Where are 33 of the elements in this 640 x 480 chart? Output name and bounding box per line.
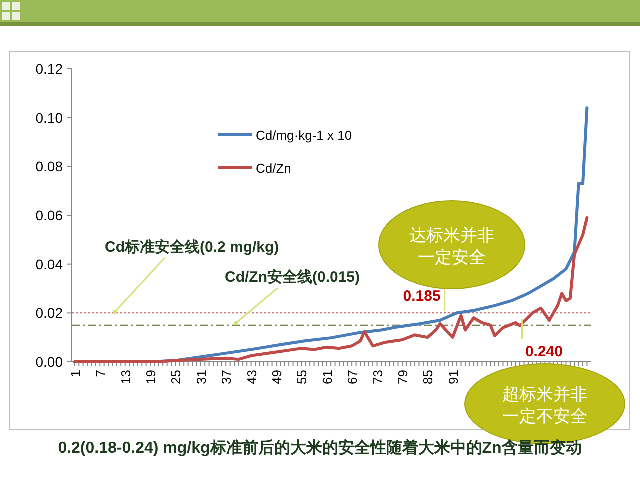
annotation: 达标米并非一定安全 bbox=[410, 226, 494, 267]
text: 超标米并非一定不安全 bbox=[502, 385, 588, 426]
x-tick-label: 85 bbox=[420, 370, 436, 384]
x-tick-label: 19 bbox=[144, 370, 159, 384]
line-series bbox=[73, 216, 589, 364]
x-tick-label: 91 bbox=[446, 370, 461, 384]
x-tick-label: 67 bbox=[345, 370, 360, 384]
annotation: 0.240 bbox=[525, 343, 564, 360]
x-tick-label: 31 bbox=[194, 370, 209, 384]
legend-label: Cd/mg·kg-1 x 10 bbox=[256, 128, 352, 143]
x-tick-label: 61 bbox=[320, 370, 335, 384]
y-tick-label: 0.12 bbox=[36, 61, 64, 77]
y-tick-label: 0.02 bbox=[36, 305, 64, 322]
y-tick-label: 0.06 bbox=[36, 208, 64, 224]
x-tick-label: 55 bbox=[294, 370, 310, 384]
legend-label: Cd/Zn bbox=[256, 161, 292, 176]
y-tick-label: 0.00 bbox=[36, 354, 64, 370]
x-tick-label: 13 bbox=[118, 370, 134, 384]
text: 0.2(0.18-0.24) mg/kg标准前后的大米的安全性随着大米中的Zn含量而变动 bbox=[58, 438, 582, 457]
y-tick-label: 0.08 bbox=[36, 158, 64, 175]
annotation: 0.185 bbox=[403, 288, 441, 306]
x-tick-label: 49 bbox=[269, 370, 284, 384]
x-tick-label: 43 bbox=[244, 370, 260, 384]
x-tick-label: 37 bbox=[219, 370, 234, 384]
y-tick-label: 0.10 bbox=[36, 110, 64, 126]
x-tick-label: 7 bbox=[93, 370, 108, 378]
x-tick-label: 1 bbox=[68, 370, 83, 378]
ref-line-label: Cd/Zn安全线(0.015) bbox=[225, 268, 360, 286]
x-tick-label: 73 bbox=[370, 370, 386, 384]
ref-line-label: Cd标准安全线(0.2 mg/kg) bbox=[105, 238, 280, 256]
x-tick-label: 79 bbox=[395, 370, 410, 384]
y-tick-label: 0.04 bbox=[36, 256, 64, 272]
x-tick-label: 25 bbox=[168, 370, 184, 384]
